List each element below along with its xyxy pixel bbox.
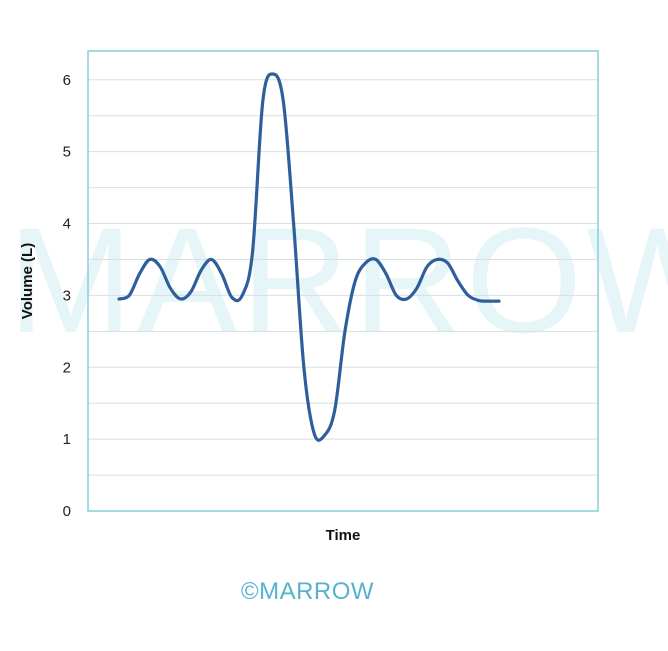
y-tick-label: 0	[63, 503, 71, 520]
grid	[88, 79, 598, 476]
y-tick-label: 6	[63, 72, 71, 89]
watermark-text: MARROW	[8, 196, 668, 364]
y-tick-label: 1	[63, 431, 71, 448]
watermark: MARROW	[8, 196, 668, 364]
y-axis-ticks: 0 1 2 3 4 5 6	[63, 72, 71, 520]
y-tick-label: 4	[63, 216, 71, 233]
x-axis-label: Time	[326, 527, 361, 544]
brand-logo: ©MARROW	[240, 578, 375, 605]
plot-frame	[87, 50, 599, 512]
y-tick-label: 5	[63, 144, 71, 161]
series-line-volume	[117, 72, 501, 442]
y-tick-label: 3	[63, 287, 71, 304]
y-tick-label: 2	[63, 359, 71, 376]
y-axis-label: Volume (L)	[19, 243, 36, 319]
